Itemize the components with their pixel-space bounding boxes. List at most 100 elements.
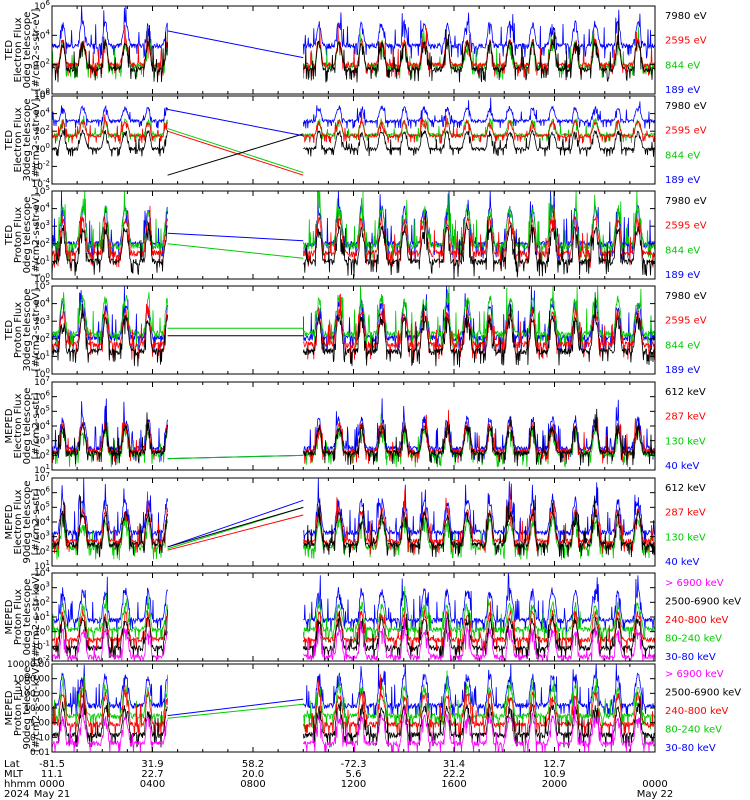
y-axis-label: Proton Flux — [13, 302, 24, 358]
series-40-kev-line — [52, 478, 655, 546]
gap-connector-line — [167, 698, 304, 717]
y-axis-label: [#/cm2-s-str-eV] — [31, 194, 42, 277]
gap-connector-line — [167, 30, 304, 59]
legend-entry: 7980 eV — [665, 196, 707, 207]
series-240-800-kev-line — [52, 674, 655, 738]
legend-entry: 287 keV — [665, 508, 706, 519]
legend-entry: > 6900 keV — [665, 669, 724, 680]
series-7980-ev-line — [52, 20, 655, 83]
legend-entry: 2595 eV — [665, 316, 707, 327]
y-axis-label: [#/cm2-s-str] — [31, 488, 42, 555]
y-axis-label: 30deg telescope — [22, 98, 33, 181]
series-2595-ev-line — [52, 108, 655, 144]
x-tick-label: 31.4 — [443, 759, 465, 770]
y-axis-label: Electron Flux — [13, 393, 24, 458]
series-30-80-kev-line — [52, 664, 655, 719]
series-30-80-kev-line — [52, 573, 655, 635]
y-axis-label: Proton Flux — [13, 680, 24, 736]
gap-connector-line — [167, 506, 304, 548]
legend-entry: 40 keV — [665, 461, 699, 472]
y-axis-label: [#/cm2-s-str-keV] — [31, 573, 42, 661]
gap-connector-line — [167, 514, 304, 551]
gap-connector-line — [167, 130, 304, 176]
y-axis-label: [#/cm2-s-str-keV] — [31, 664, 42, 752]
legend-entry: 612 keV — [665, 387, 706, 398]
series-844-ev-line — [52, 191, 655, 262]
x-axis-row-label: hhmm — [4, 779, 36, 790]
series--6900-kev-line — [52, 698, 655, 752]
y-axis-label: [#/cm2-s-str-eV] — [31, 9, 42, 92]
x-tick-label: 20.0 — [242, 769, 264, 780]
y-axis-label: MEPED — [4, 504, 15, 539]
y-tick-label: 1000.00 — [13, 675, 50, 685]
x-tick-label: 2000 — [542, 779, 567, 790]
y-axis-label: [#/cm2-s-str] — [31, 392, 42, 459]
x-tick-label: 12.7 — [543, 759, 565, 770]
y-axis-label: Proton Flux — [13, 207, 24, 263]
legend-entry: 2500-6900 keV — [665, 688, 741, 699]
legend-entry: 130 keV — [665, 532, 706, 543]
x-tick-label: 0400 — [140, 779, 165, 790]
y-axis-label: 90deg telescope — [22, 666, 33, 749]
legend-entry: 40 keV — [665, 557, 699, 568]
y-axis-label: 30deg telescope — [22, 288, 33, 371]
legend-entry: 80-240 keV — [665, 634, 722, 645]
y-axis-label: [#/cm2-s-str-eV] — [31, 99, 42, 182]
gap-connector-line — [167, 703, 304, 719]
x-tick-label: 11.1 — [41, 769, 63, 780]
gap-connector-line — [167, 499, 304, 548]
legend-entry: 7980 eV — [665, 101, 707, 112]
x-tick-label: 0000 — [39, 779, 64, 790]
legend-entry: 287 keV — [665, 412, 706, 423]
legend-entry: 844 eV — [665, 245, 700, 256]
legend-entry: 189 eV — [665, 85, 700, 96]
legend-entry: 30-80 keV — [665, 743, 716, 754]
y-tick-label: 0.01 — [30, 748, 50, 758]
series--6900-kev-line — [52, 615, 655, 661]
x-axis-row-label: 2024 — [4, 789, 29, 800]
series-2595-ev-line — [52, 23, 655, 79]
legend-entry: 189 eV — [665, 365, 700, 376]
legend-entry: 2595 eV — [665, 221, 707, 232]
series-240-800-kev-line — [52, 601, 655, 653]
y-axis-label: TED — [4, 320, 15, 341]
gap-connector-line — [167, 243, 304, 259]
legend-entry: 844 eV — [665, 60, 700, 71]
y-axis-label: Electron Flux — [13, 107, 24, 172]
x-tick-label: May 21 — [34, 789, 71, 800]
x-tick-label: 1600 — [441, 779, 466, 790]
x-tick-label: 22.7 — [141, 769, 163, 780]
series-2595-ev-line — [52, 293, 655, 361]
x-tick-label: 1200 — [341, 779, 366, 790]
legend-entry: 30-80 keV — [665, 652, 716, 663]
legend-entry: 2500-6900 keV — [665, 597, 741, 608]
legend-entry: 240-800 keV — [665, 706, 729, 717]
legend-entry: 189 eV — [665, 270, 700, 281]
y-tick-label: 1.00 — [30, 719, 50, 729]
series-7980-ev-line — [52, 297, 655, 368]
series-612-kev-line — [52, 495, 655, 558]
y-tick-label: 10000.00 — [7, 660, 50, 670]
x-tick-label: 0800 — [240, 779, 265, 790]
legend-entry: 2595 eV — [665, 36, 707, 47]
y-tick-label: 10.00 — [24, 704, 50, 714]
y-axis-label: TED — [4, 225, 15, 246]
x-tick-label: 31.9 — [141, 759, 163, 770]
legend-entry: 240-800 keV — [665, 615, 729, 626]
y-axis-label: TED — [4, 40, 15, 61]
y-axis-label: TED — [4, 130, 15, 151]
y-axis-label: MEPED — [4, 690, 15, 725]
series-2500-6900-kev-line — [52, 609, 655, 661]
gap-connector-line — [167, 128, 304, 174]
legend-entry: 130 keV — [665, 436, 706, 447]
y-axis-label: 90deg telescope — [22, 480, 33, 563]
y-tick-label: 100.00 — [19, 689, 51, 699]
x-tick-label: 0000 — [642, 779, 667, 790]
series-612-kev-line — [52, 408, 655, 467]
x-tick-label: 58.2 — [242, 759, 264, 770]
